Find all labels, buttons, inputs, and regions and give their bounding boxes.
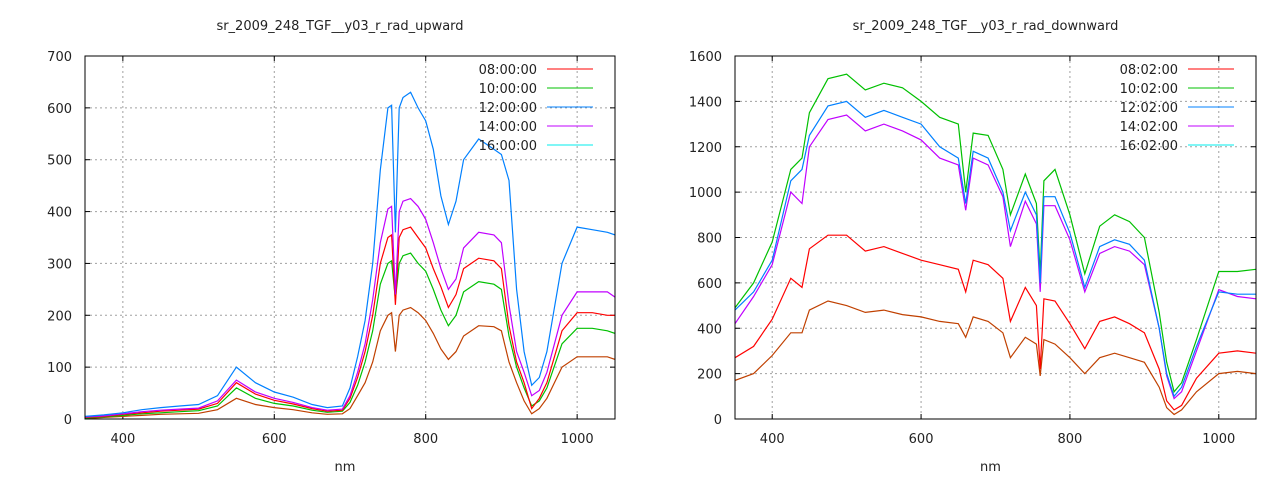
series-line-100000 xyxy=(85,252,615,419)
legend-label: 10:00:00 xyxy=(479,82,537,97)
y-tick-label: 400 xyxy=(47,206,72,221)
chart-downward: sr_2009_248_TGF__y03_r_rad_downward 0 200 4… xyxy=(689,19,1257,475)
y-tick-label: 500 xyxy=(47,154,72,169)
plot-frame xyxy=(734,55,1257,420)
y-tick-label: 200 xyxy=(697,368,722,383)
x-tick-label: 400 xyxy=(110,432,135,447)
series-line-120200 xyxy=(735,100,1256,398)
legend-label: 16:02:00 xyxy=(1120,139,1178,154)
y-tick-label: 1400 xyxy=(689,95,722,110)
y-tick-label: 300 xyxy=(47,257,72,272)
legend-label: 08:02:00 xyxy=(1120,63,1178,78)
plot-frame xyxy=(84,55,616,420)
x-tick-label: 600 xyxy=(909,432,934,447)
y-tick-label: 800 xyxy=(697,232,722,247)
y-tick-label: 0 xyxy=(714,413,722,428)
y-tick-label: 200 xyxy=(47,309,72,324)
y-tick-label: 700 xyxy=(47,50,72,65)
series-line-140200 xyxy=(735,114,1256,400)
chart-title: sr_2009_248_TGF__y03_r_rad_upward xyxy=(216,19,463,34)
chart-upward: sr_2009_248_TGF__y03_r_rad_upward 0 100 200… xyxy=(47,19,616,475)
x-axis-label: nm xyxy=(980,460,1001,475)
x-tick-label: 1000 xyxy=(1202,432,1235,447)
x-tick-label: 400 xyxy=(760,432,785,447)
y-tick-label: 1000 xyxy=(689,186,722,201)
x-tick-label: 800 xyxy=(413,432,438,447)
x-tick-label: 600 xyxy=(262,432,287,447)
y-tick-label: 600 xyxy=(697,277,722,292)
legend-label: 12:02:00 xyxy=(1120,101,1178,116)
y-tick-label: 0 xyxy=(64,413,72,428)
series-line-100200 xyxy=(735,73,1256,394)
x-axis-label: nm xyxy=(335,460,356,475)
series-line-120000 xyxy=(85,91,615,417)
x-tick-label: 1000 xyxy=(561,432,594,447)
series-line-160200 xyxy=(735,300,1256,416)
chart-title: sr_2009_248_TGF__y03_r_rad_downward xyxy=(853,19,1119,34)
y-tick-label: 600 xyxy=(47,102,72,117)
series-line-140000 xyxy=(85,197,615,418)
legend-label: 16:00:00 xyxy=(479,139,537,154)
legend-label: 14:02:00 xyxy=(1120,120,1178,135)
y-tick-label: 1200 xyxy=(689,141,722,156)
x-tick-label: 800 xyxy=(1058,432,1083,447)
series-line-160000 xyxy=(85,306,615,419)
series-line-080200 xyxy=(735,234,1256,411)
legend-label: 12:00:00 xyxy=(479,101,537,116)
y-tick-label: 1600 xyxy=(689,50,722,65)
y-tick-label: 100 xyxy=(47,361,72,376)
legend-label: 10:02:00 xyxy=(1120,82,1178,97)
legend-label: 08:00:00 xyxy=(479,63,537,78)
y-tick-label: 400 xyxy=(697,322,722,337)
series-line-080000 xyxy=(85,226,615,418)
legend-label: 14:00:00 xyxy=(479,120,537,135)
